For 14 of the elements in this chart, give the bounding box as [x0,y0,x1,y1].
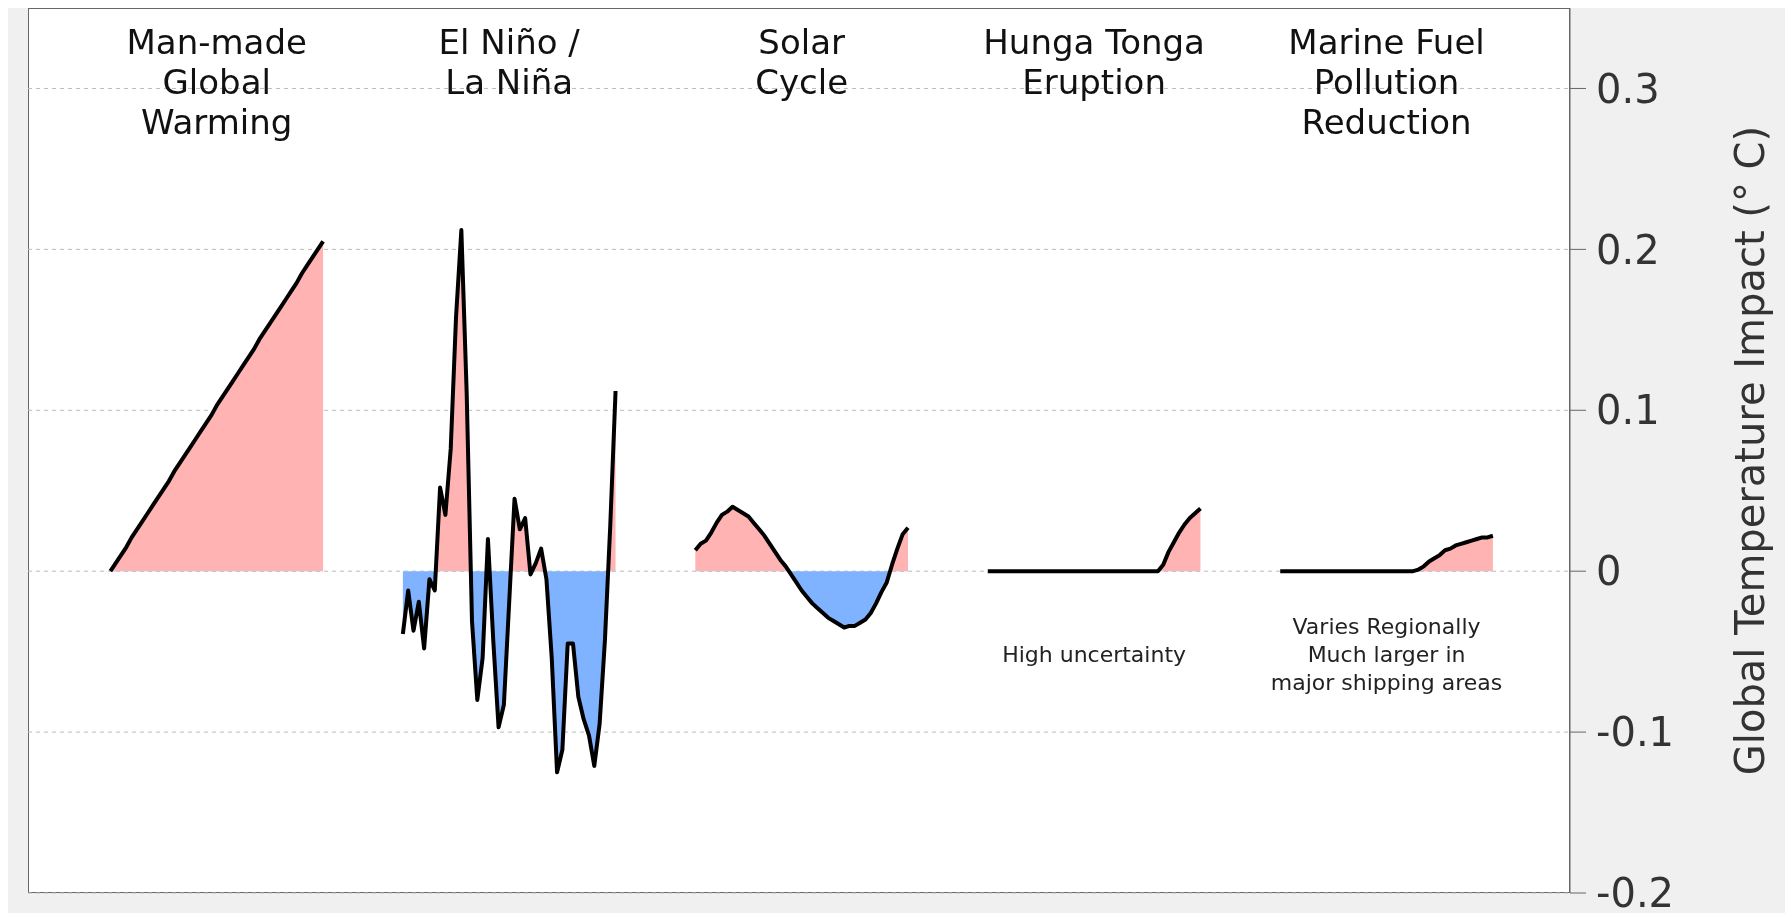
annotation: Solar Cycle [754,22,850,103]
y-tick-label: -0.2 [1596,870,1675,913]
y-tick-label: 0.2 [1596,226,1660,273]
annotation: Hunga Tonga Eruption [982,22,1206,103]
y-tick-label: 0 [1596,548,1622,595]
annotation: Varies Regionally Much larger in major shipping areas [1269,613,1504,698]
annotation: Marine Fuel Pollution Reduction [1287,22,1486,143]
y-axis-title: Global Temperature Impact (° C) [1727,125,1774,776]
annotation: High uncertainty [1001,641,1188,670]
annotation: El Niño / La Niña [437,22,581,103]
y-tick-label: -0.1 [1596,709,1675,756]
y-tick-label: 0.1 [1596,387,1660,434]
y-tick-label: 0.3 [1596,65,1660,112]
annotation: Man-made Global Warming [125,22,308,143]
